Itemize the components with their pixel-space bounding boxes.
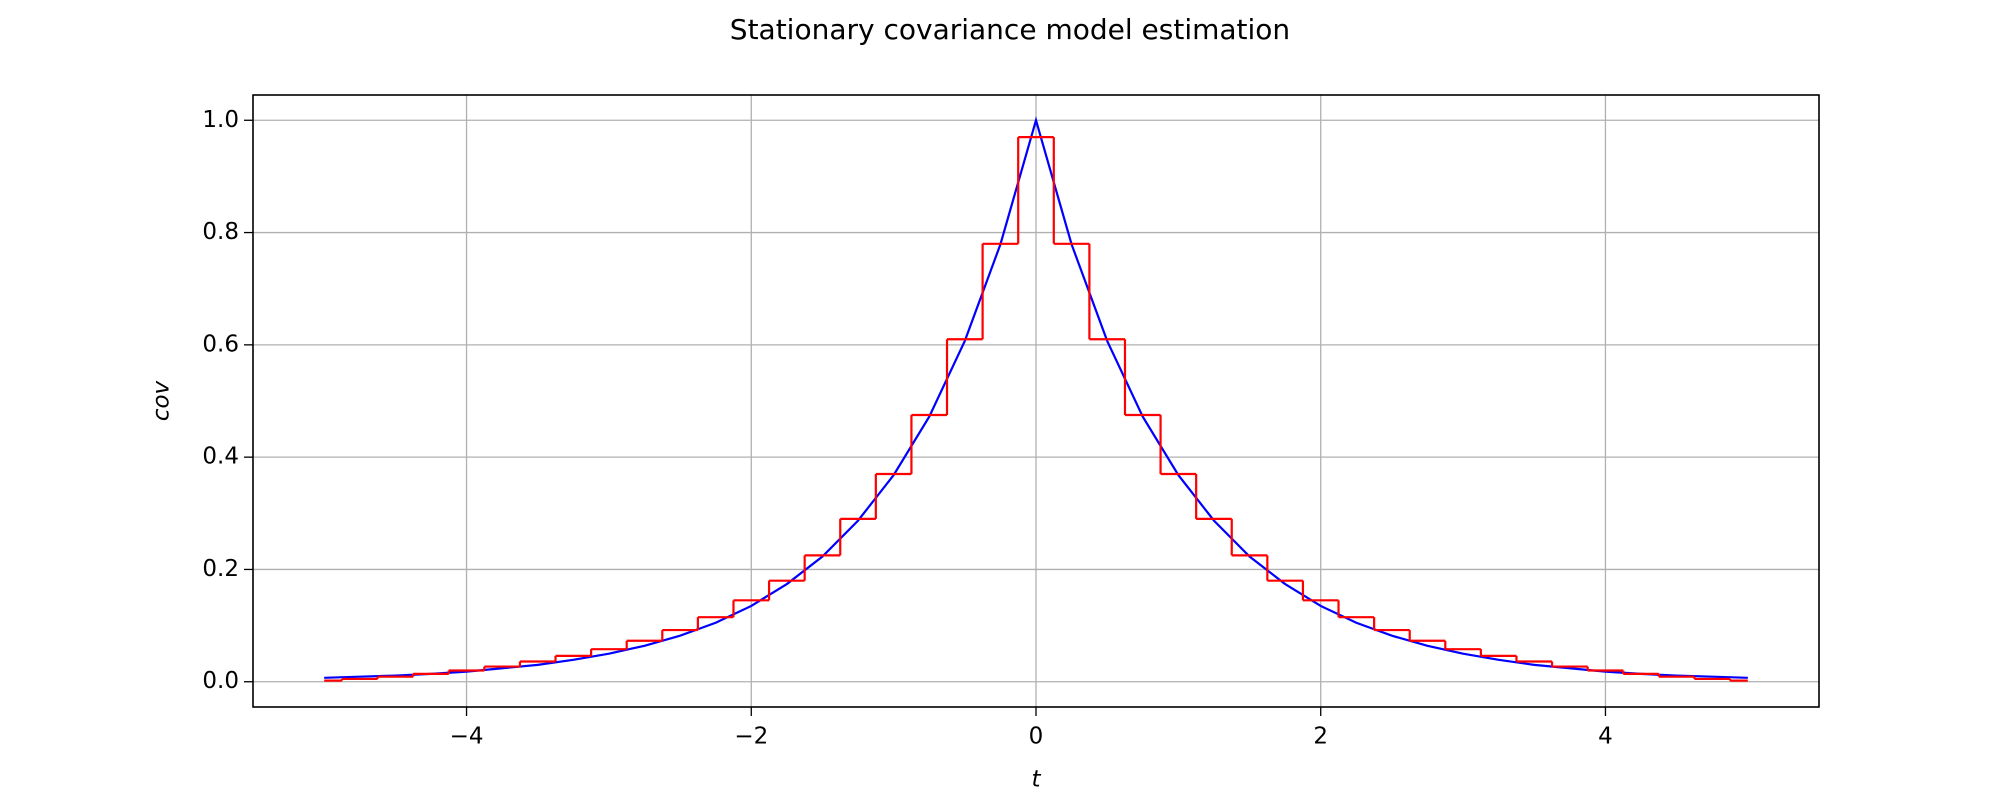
x-tick-label: 4 — [1598, 724, 1613, 750]
y-tick-label: 1.0 — [202, 107, 239, 133]
y-tick-label: 0.8 — [202, 219, 239, 245]
y-tick-label: 0.2 — [202, 556, 239, 582]
y-tick-label: 0.0 — [202, 668, 239, 694]
x-tick-label: −2 — [734, 724, 768, 750]
x-axis-label: t — [1031, 767, 1041, 793]
x-tick-label: −4 — [450, 724, 484, 750]
y-tick-label: 0.6 — [202, 331, 239, 357]
x-tick-label: 0 — [1029, 724, 1044, 750]
y-axis-label: cov — [149, 380, 175, 421]
chart-title: Stationary covariance model estimation — [730, 13, 1290, 46]
plot-frame — [252, 94, 1820, 708]
step-riser — [340, 137, 1732, 681]
line — [324, 116, 1748, 679]
x-tick-label: 2 — [1313, 724, 1328, 750]
y-tick-label: 0.4 — [202, 444, 239, 470]
